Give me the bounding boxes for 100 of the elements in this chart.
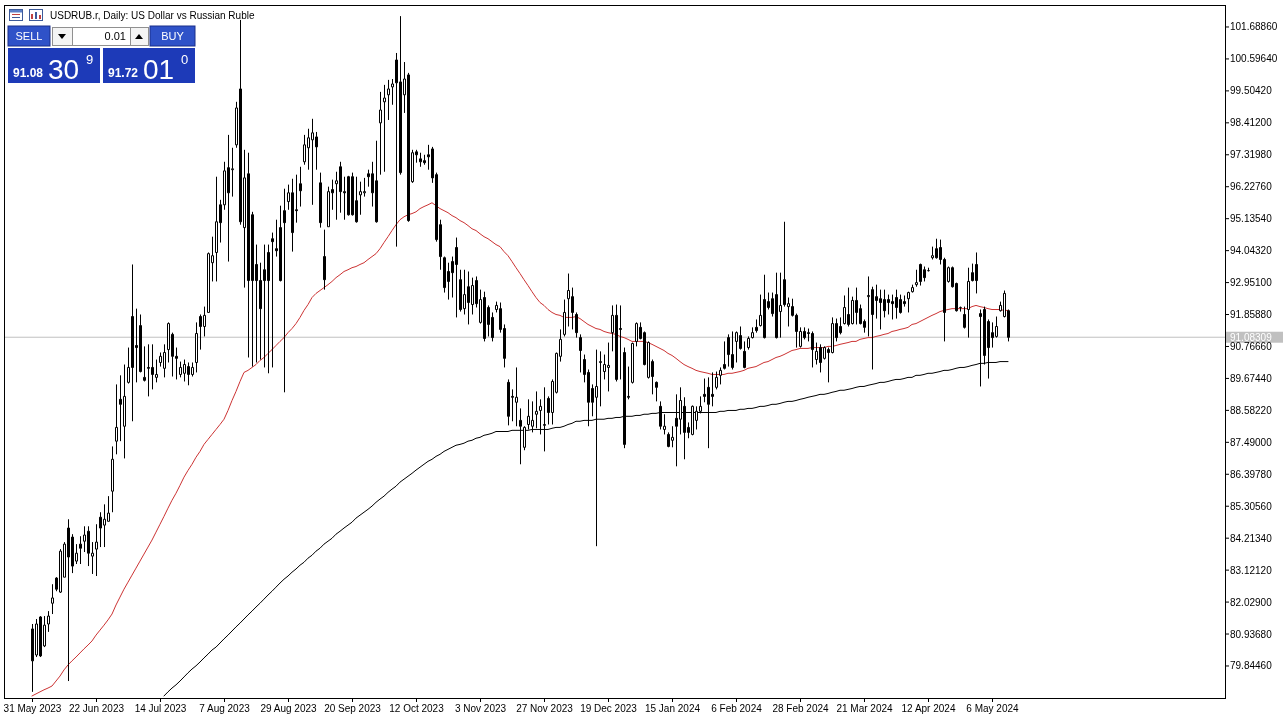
candlestick [615, 304, 618, 382]
x-tick-label: 19 Dec 2023 [580, 703, 638, 714]
candlestick [727, 333, 730, 368]
candlestick [299, 166, 302, 208]
candlestick [383, 84, 386, 173]
candlestick [879, 289, 882, 330]
candlestick [483, 291, 486, 342]
candlestick [887, 294, 890, 315]
ref-line-label: 91.08309 [1230, 331, 1273, 343]
y-tick-label: 80.93680 [1230, 628, 1273, 640]
candlestick [895, 289, 898, 320]
y-tick-label: 79.84460 [1230, 660, 1273, 672]
candlestick [39, 615, 42, 658]
candlestick [671, 425, 674, 448]
y-tick-label: 92.95100 [1230, 277, 1273, 289]
line-series [31, 202, 1009, 697]
candlestick [179, 361, 182, 378]
candlestick [915, 269, 918, 288]
y-tick-label: 96.22760 [1230, 181, 1273, 193]
candlestick [359, 181, 362, 216]
x-tick-label: 6 May 2024 [966, 703, 1020, 714]
candlestick [467, 270, 470, 325]
candlestick [95, 523, 98, 577]
candlestick [347, 175, 350, 217]
candlestick [891, 294, 894, 320]
candlestick [419, 152, 422, 168]
candlestick [911, 284, 914, 294]
candlestick [723, 340, 726, 370]
candlestick [459, 269, 462, 313]
x-tick-label: 12 Oct 2023 [389, 703, 445, 714]
candlestick [691, 404, 694, 436]
candlestick [527, 398, 530, 430]
candlestick [631, 342, 634, 385]
candlestick [531, 400, 534, 433]
x-tick-label: 27 Nov 2023 [516, 703, 574, 714]
candlestick [271, 232, 274, 368]
annotation: 0 [181, 52, 189, 67]
candlestick [659, 400, 662, 430]
y-tick-label: 86.39780 [1230, 468, 1273, 480]
candlestick [283, 188, 286, 393]
annotation: 0.01 [104, 30, 126, 42]
candlestick [763, 274, 766, 339]
candlestick [567, 273, 570, 327]
y-tick-label: 94.04320 [1230, 245, 1273, 257]
candlestick [731, 330, 734, 370]
candlestick [523, 425, 526, 451]
x-tick-label: 22 Jun 2023 [68, 703, 125, 714]
candlestick [967, 267, 970, 339]
y-tick-label: 98.41200 [1230, 117, 1273, 129]
sell-button: SELL [7, 25, 51, 47]
candlestick [323, 229, 326, 291]
candlestick [855, 287, 858, 325]
x-tick-label: 12 Apr 2024 [901, 703, 956, 714]
x-tick-label: 7 Aug 2023 [199, 703, 251, 714]
buy-price-box: 91.72 01 0 [103, 48, 195, 85]
candlestick [311, 118, 314, 206]
y-tick-label: 88.58220 [1230, 404, 1273, 416]
y-tick-label: 97.31980 [1230, 149, 1273, 161]
x-tick-label: 21 Mar 2024 [836, 703, 894, 714]
candlestick [779, 272, 782, 339]
y-tick-label: 82.02900 [1230, 596, 1273, 608]
candlestick [31, 623, 34, 693]
candlestick [215, 176, 218, 282]
candlestick [907, 291, 910, 313]
x-tick-label: 14 Jul 2023 [134, 703, 187, 714]
candlestick [507, 378, 510, 426]
candlestick [919, 263, 922, 287]
candlestick [455, 237, 458, 318]
y-tick-label: 85.30560 [1230, 500, 1273, 512]
x-tick-label: 6 Feb 2024 [711, 703, 763, 714]
y-tick-label: 83.12120 [1230, 564, 1273, 576]
candlestick [599, 350, 602, 407]
y-tick-label: 95.13540 [1230, 213, 1273, 225]
x-tick-label: 31 May 2023 [3, 703, 62, 714]
candlestick [655, 380, 658, 402]
candlestick [519, 407, 522, 465]
candlestick [899, 294, 902, 315]
candlestick [115, 383, 118, 455]
candlestick [195, 321, 198, 373]
candlestick [539, 398, 542, 435]
candlestick [747, 335, 750, 351]
candlestick [635, 321, 638, 347]
y-tick-label: 84.21340 [1230, 532, 1273, 544]
annotation: SELL [15, 30, 43, 42]
y-tick-label: 91.85880 [1230, 309, 1273, 321]
candlestick [975, 251, 978, 294]
candlestick [391, 78, 394, 106]
candlestick [607, 342, 610, 392]
y-tick-label: 101.68860 [1230, 21, 1278, 33]
candlestick [123, 364, 126, 459]
candlestick [719, 366, 722, 385]
y-tick-label: 99.50420 [1230, 85, 1273, 97]
y-tick-label: 89.67440 [1230, 372, 1273, 384]
y-tick-label: 90.76660 [1230, 340, 1273, 352]
volume-field: 0.01 [72, 27, 131, 46]
candlestick [291, 178, 294, 253]
candlestick [575, 311, 578, 339]
text: USDRUB.r, Daily: US Dollar vs Russian Ruble [50, 10, 255, 21]
x-tick-label: 28 Feb 2024 [772, 703, 830, 714]
candlestick [543, 386, 546, 452]
